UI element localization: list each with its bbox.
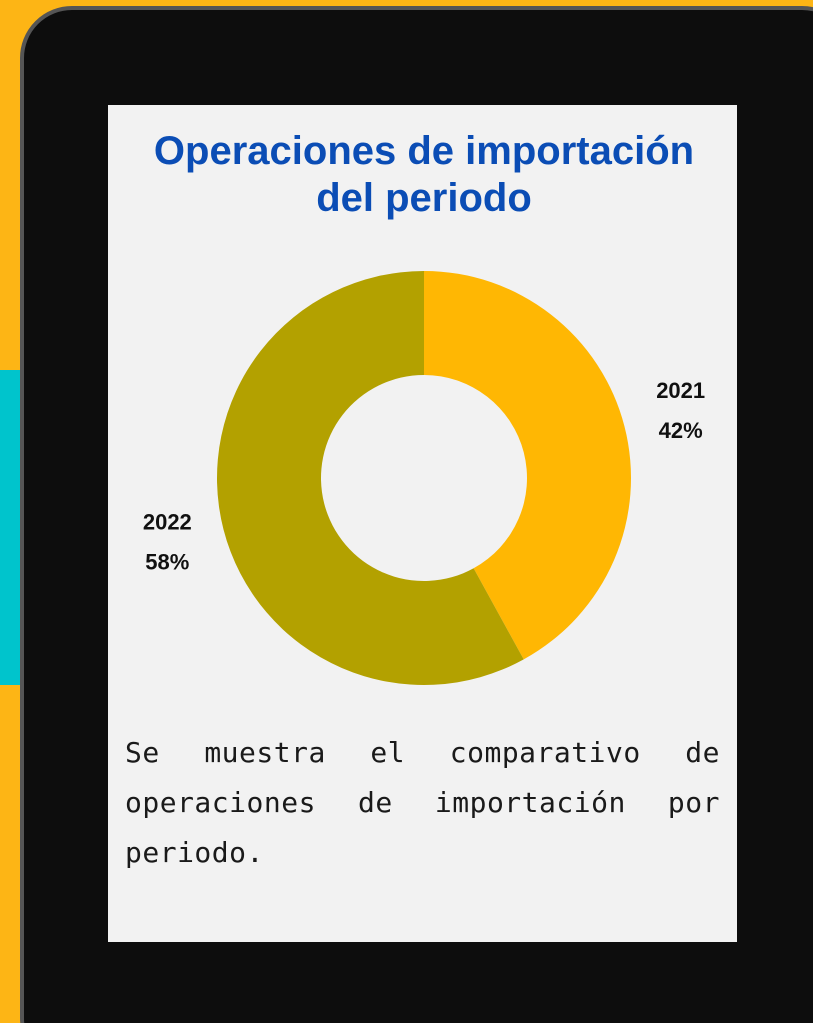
slice-category-label: 2021 — [656, 378, 705, 403]
slice-value-label: 42% — [659, 418, 703, 443]
description: Se muestra el comparativo de operaciones… — [125, 736, 720, 869]
slice-category-label: 2022 — [143, 510, 192, 535]
tablet-screen — [108, 105, 737, 942]
donut-slice — [424, 271, 632, 660]
donut-slice — [217, 271, 524, 685]
chart-title: Operaciones de importación del periodo — [153, 129, 695, 220]
slice-value-label: 58% — [145, 550, 189, 575]
